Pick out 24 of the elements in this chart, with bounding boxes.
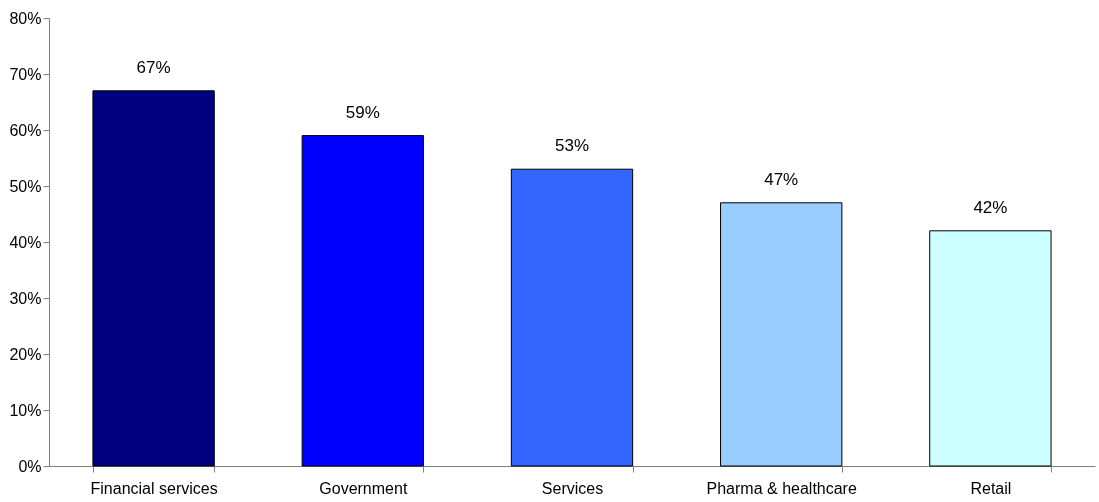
x-tick-label: Financial services bbox=[90, 479, 218, 497]
y-tick-label: 40% bbox=[9, 233, 42, 251]
bar bbox=[510, 168, 634, 467]
y-tick-label: 30% bbox=[9, 289, 42, 307]
bar bbox=[720, 202, 843, 467]
y-tick-label: 0% bbox=[18, 457, 42, 475]
y-tick-label: 50% bbox=[9, 177, 42, 195]
y-tick-label: 10% bbox=[9, 401, 42, 419]
y-tick-label: 60% bbox=[9, 121, 42, 139]
data-label: 42% bbox=[973, 197, 1008, 217]
y-tick-label: 20% bbox=[9, 345, 42, 363]
x-tick-label: Services bbox=[541, 479, 604, 497]
data-label: 53% bbox=[554, 136, 590, 156]
x-tick-label: Government bbox=[319, 479, 408, 497]
x-tick-label: Retail bbox=[970, 479, 1012, 497]
bar bbox=[92, 90, 215, 467]
bar bbox=[301, 135, 424, 467]
y-tick-label: 70% bbox=[9, 65, 42, 83]
data-label: 59% bbox=[345, 102, 380, 122]
bar bbox=[929, 230, 1052, 467]
data-label: 47% bbox=[764, 169, 799, 189]
x-tick-label: Pharma & healthcare bbox=[706, 479, 857, 497]
data-label: 67% bbox=[136, 57, 171, 77]
y-tick-label: 80% bbox=[9, 9, 42, 27]
